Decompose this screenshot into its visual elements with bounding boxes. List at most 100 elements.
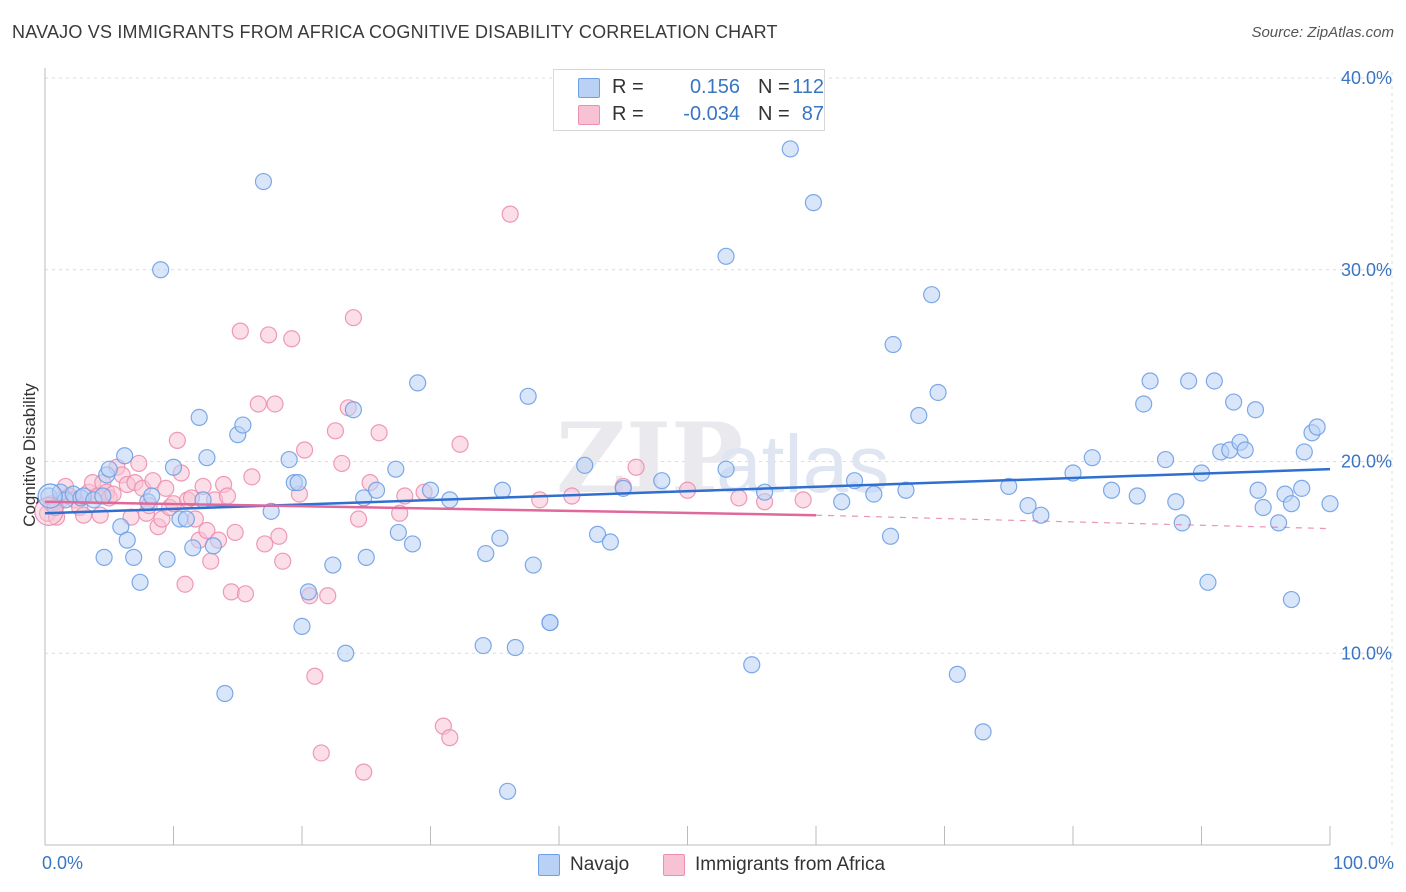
africa-point bbox=[256, 535, 274, 553]
navajo-point bbox=[367, 481, 386, 499]
navajo-point bbox=[1199, 573, 1217, 591]
africa-point bbox=[249, 395, 267, 413]
navajo-point bbox=[653, 472, 671, 490]
navajo-point bbox=[100, 460, 118, 478]
navajo-point bbox=[344, 401, 362, 419]
navajo-point bbox=[1156, 450, 1175, 469]
legend-swatch-africa bbox=[578, 105, 600, 125]
chart-title: NAVAJO VS IMMIGRANTS FROM AFRICA COGNITI… bbox=[12, 22, 778, 42]
navajo-point bbox=[477, 544, 495, 563]
series-legend-label: Immigrants from Africa bbox=[695, 854, 886, 875]
navajo-point bbox=[1282, 590, 1301, 609]
navajo-point bbox=[1032, 506, 1050, 524]
navajo-point bbox=[1128, 487, 1146, 505]
navajo-point bbox=[198, 449, 216, 467]
navajo-point bbox=[910, 406, 928, 425]
navajo-point bbox=[493, 481, 512, 499]
navajo-point bbox=[324, 556, 342, 574]
navajo-point bbox=[1102, 481, 1121, 499]
africa-point bbox=[344, 309, 362, 327]
navajo-cluster-point bbox=[37, 483, 63, 509]
navajo-point bbox=[293, 617, 311, 636]
africa-point bbox=[130, 454, 148, 473]
legend-r-label: R = bbox=[612, 103, 644, 125]
africa-point bbox=[270, 527, 288, 545]
africa-point bbox=[319, 587, 337, 605]
navajo-point bbox=[974, 723, 992, 741]
navajo-point bbox=[1083, 449, 1101, 467]
navajo-point bbox=[387, 460, 405, 478]
navajo-point bbox=[1282, 495, 1301, 513]
navajo-point bbox=[881, 527, 900, 545]
navajo-point bbox=[948, 665, 966, 683]
navajo-point bbox=[337, 644, 355, 662]
navajo-point bbox=[833, 493, 851, 511]
africa-point bbox=[306, 667, 324, 685]
navajo-point bbox=[184, 539, 202, 557]
africa-point bbox=[176, 575, 194, 593]
navajo-point bbox=[506, 638, 524, 657]
africa-point bbox=[283, 330, 301, 348]
navajo-point bbox=[125, 548, 143, 566]
navajo-point bbox=[897, 481, 915, 499]
navajo-point bbox=[152, 261, 170, 279]
y-tick-label: 40.0% bbox=[1341, 68, 1392, 88]
africa-point bbox=[202, 552, 220, 570]
navajo-point bbox=[474, 636, 492, 655]
navajo-point bbox=[1180, 372, 1198, 390]
x-tick-label: 100.0% bbox=[1333, 853, 1394, 873]
navajo-point bbox=[576, 456, 594, 474]
navajo-point bbox=[755, 483, 774, 501]
navajo-point bbox=[1308, 418, 1326, 436]
legend-n-value: 112 bbox=[792, 76, 824, 98]
series-swatch-africa bbox=[663, 854, 685, 876]
legend-swatch-navajo bbox=[578, 78, 600, 98]
navajo-point bbox=[1293, 479, 1311, 497]
navajo-point bbox=[1269, 514, 1288, 532]
legend-r-value: -0.034 bbox=[683, 103, 740, 125]
africa-point bbox=[349, 510, 368, 528]
legend-n-label: N = bbox=[758, 103, 790, 125]
africa-point bbox=[730, 489, 748, 507]
navajo-point bbox=[216, 684, 234, 703]
africa-point bbox=[627, 458, 645, 476]
stats-legend: R = 0.156 N = 112 R = -0.034 N = 87 bbox=[553, 69, 825, 131]
navajo-point bbox=[357, 548, 375, 566]
label-layer: 10.0% 20.0% 30.0% 40.0% 0.0% 100.0% Cognitive … bbox=[20, 68, 1394, 873]
y-tick-label: 10.0% bbox=[1341, 643, 1392, 663]
navajo-point bbox=[1000, 477, 1018, 496]
africa-point bbox=[259, 326, 278, 344]
navajo-point bbox=[865, 485, 883, 503]
africa-point bbox=[218, 487, 237, 505]
navajo-point bbox=[234, 416, 252, 434]
navajo-point bbox=[541, 613, 559, 632]
africa-point bbox=[222, 583, 240, 601]
africa-point bbox=[441, 729, 459, 747]
navajo-point bbox=[804, 194, 823, 212]
navajo-point bbox=[190, 408, 208, 426]
africa-point bbox=[198, 521, 216, 540]
y-tick-label: 20.0% bbox=[1341, 452, 1392, 472]
navajo-point bbox=[118, 531, 136, 549]
navajo-point bbox=[1225, 393, 1243, 411]
africa-point bbox=[333, 454, 351, 473]
navajo-point bbox=[743, 656, 761, 674]
navajo-point bbox=[131, 573, 149, 591]
legend-n-value: 87 bbox=[801, 103, 824, 125]
africa-point bbox=[274, 552, 292, 570]
africa-point bbox=[451, 435, 469, 453]
navajo-point bbox=[1141, 372, 1159, 390]
navajo-point bbox=[1173, 514, 1191, 532]
africa-point bbox=[501, 205, 519, 223]
navajo-point bbox=[1236, 441, 1254, 459]
navajo-point bbox=[601, 533, 620, 551]
africa-point bbox=[794, 491, 812, 509]
x-tick-label: 0.0% bbox=[42, 853, 83, 873]
navajo-point bbox=[491, 529, 509, 547]
africa-point bbox=[370, 424, 388, 442]
navajo-point bbox=[280, 450, 298, 469]
series-legend-label: Navajo bbox=[570, 854, 630, 875]
navajo-point bbox=[158, 550, 176, 568]
africa-point bbox=[236, 585, 255, 603]
africa-point bbox=[226, 523, 244, 542]
